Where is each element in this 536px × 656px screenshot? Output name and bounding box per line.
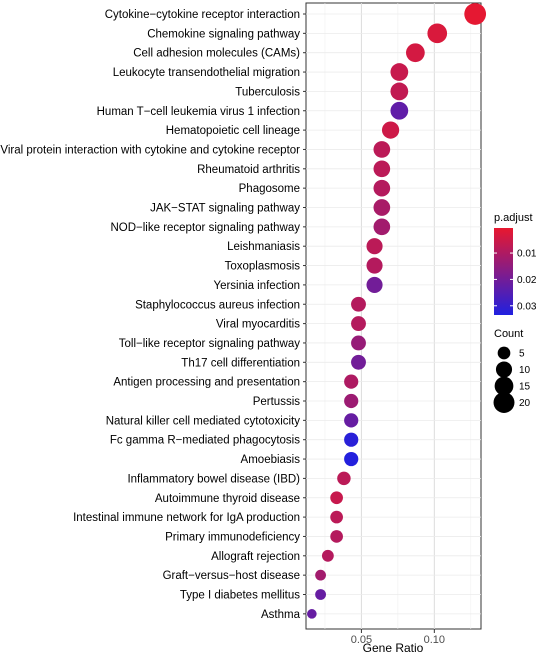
data-point <box>344 393 359 409</box>
data-point <box>373 179 391 197</box>
category-label: Asthma <box>261 609 301 621</box>
data-point <box>344 413 359 428</box>
category-label: Cell adhesion molecules (CAMs) <box>133 48 300 60</box>
data-point <box>373 218 391 236</box>
category-label: Primary immunodeficiency <box>165 531 300 543</box>
category-label: Type I diabetes mellitus <box>180 590 300 602</box>
data-point <box>351 316 366 332</box>
size-legend-label: 5 <box>519 349 525 360</box>
size-legend-label: 10 <box>519 365 531 376</box>
size-legend-label: 20 <box>519 398 531 409</box>
size-legend: Count 5 10 15 20 <box>493 328 531 413</box>
category-label: Inflammatory bowel disease (IBD) <box>127 473 300 485</box>
size-legend-dot <box>493 392 515 413</box>
category-label: Pertussis <box>253 396 301 408</box>
category-label: Phagosome <box>239 183 300 195</box>
data-point <box>381 121 400 139</box>
category-label: Th17 cell differentiation <box>181 357 300 369</box>
data-point <box>406 43 425 63</box>
data-point <box>351 296 366 312</box>
category-label: Allograft rejection <box>211 551 300 563</box>
category-label: Chemokine signaling pathway <box>147 28 300 40</box>
category-label: Antigen processing and presentation <box>113 377 300 389</box>
data-point <box>330 510 343 524</box>
color-legend-label: 0.03 <box>517 301 536 312</box>
category-label: NOD−like receptor signaling pathway <box>110 222 300 234</box>
color-legend: p.adjust 0.01 0.02 0.03 <box>494 212 536 315</box>
data-point <box>390 82 409 101</box>
data-point <box>373 160 391 178</box>
data-point <box>464 3 487 25</box>
data-point <box>344 374 359 389</box>
data-point <box>366 257 383 274</box>
category-label: Fc gamma R−mediated phagocytosis <box>110 435 300 447</box>
category-label: Yersinia infection <box>213 280 300 292</box>
color-legend-bar <box>494 228 513 315</box>
x-axis: 0.05 0.10 <box>351 629 445 646</box>
size-legend-dot <box>494 376 514 396</box>
data-point <box>344 432 359 447</box>
size-legend-title: Count <box>494 328 523 340</box>
color-legend-label: 0.02 <box>517 275 536 286</box>
category-label: JAK−STAT signaling pathway <box>150 203 300 215</box>
data-point <box>390 101 409 120</box>
data-point <box>307 609 317 619</box>
category-label: Intestinal immune network for IgA produc… <box>73 512 300 524</box>
category-label: Viral myocarditis <box>216 319 300 331</box>
data-point <box>351 335 366 351</box>
category-label: Leishmaniasis <box>227 241 300 253</box>
size-legend-label: 15 <box>519 382 531 393</box>
data-point <box>390 63 409 81</box>
category-label: Staphylococcus aureus infection <box>135 299 300 311</box>
data-points <box>307 3 487 619</box>
data-point <box>427 23 448 44</box>
data-point <box>373 199 391 216</box>
data-point <box>315 569 326 581</box>
category-label: Hematopoietic cell lineage <box>166 125 300 137</box>
y-axis-category-labels: Cytokine−cytokine receptor interaction Ch… <box>0 9 306 621</box>
category-label: Toll−like receptor signaling pathway <box>119 338 300 350</box>
data-point <box>315 589 326 600</box>
data-point <box>366 238 383 255</box>
category-label: Leukocyte transendothelial migration <box>113 67 300 79</box>
category-label: Viral protein interaction with cytokine … <box>0 144 300 156</box>
x-tick-label: 0.05 <box>351 634 372 646</box>
data-point <box>337 471 351 486</box>
data-point <box>366 276 383 293</box>
data-point <box>330 491 343 505</box>
category-label: Toxoplasmosis <box>225 261 301 273</box>
size-legend-dot <box>495 361 513 378</box>
x-axis-title: Gene Ratio <box>363 641 424 655</box>
category-label: Amoebiasis <box>241 454 301 466</box>
x-tick-label: 0.10 <box>424 634 445 646</box>
data-point <box>330 530 343 543</box>
color-legend-label: 0.01 <box>517 249 536 260</box>
category-label: Natural killer cell mediated cytotoxicit… <box>106 415 301 427</box>
category-label: Rheumatoid arthritis <box>197 164 300 176</box>
category-label: Tuberculosis <box>235 86 300 98</box>
category-label: Cytokine−cytokine receptor interaction <box>105 9 300 21</box>
size-legend-dot <box>497 346 511 360</box>
category-label: Autoimmune thyroid disease <box>155 493 300 505</box>
color-legend-title: p.adjust <box>494 212 533 224</box>
category-label: Graft−versus−host disease <box>163 570 300 582</box>
data-point <box>321 549 334 562</box>
category-label: Human T−cell leukemia virus 1 infection <box>97 106 300 118</box>
data-point <box>373 141 391 158</box>
data-point <box>344 451 359 467</box>
data-point <box>351 354 366 370</box>
